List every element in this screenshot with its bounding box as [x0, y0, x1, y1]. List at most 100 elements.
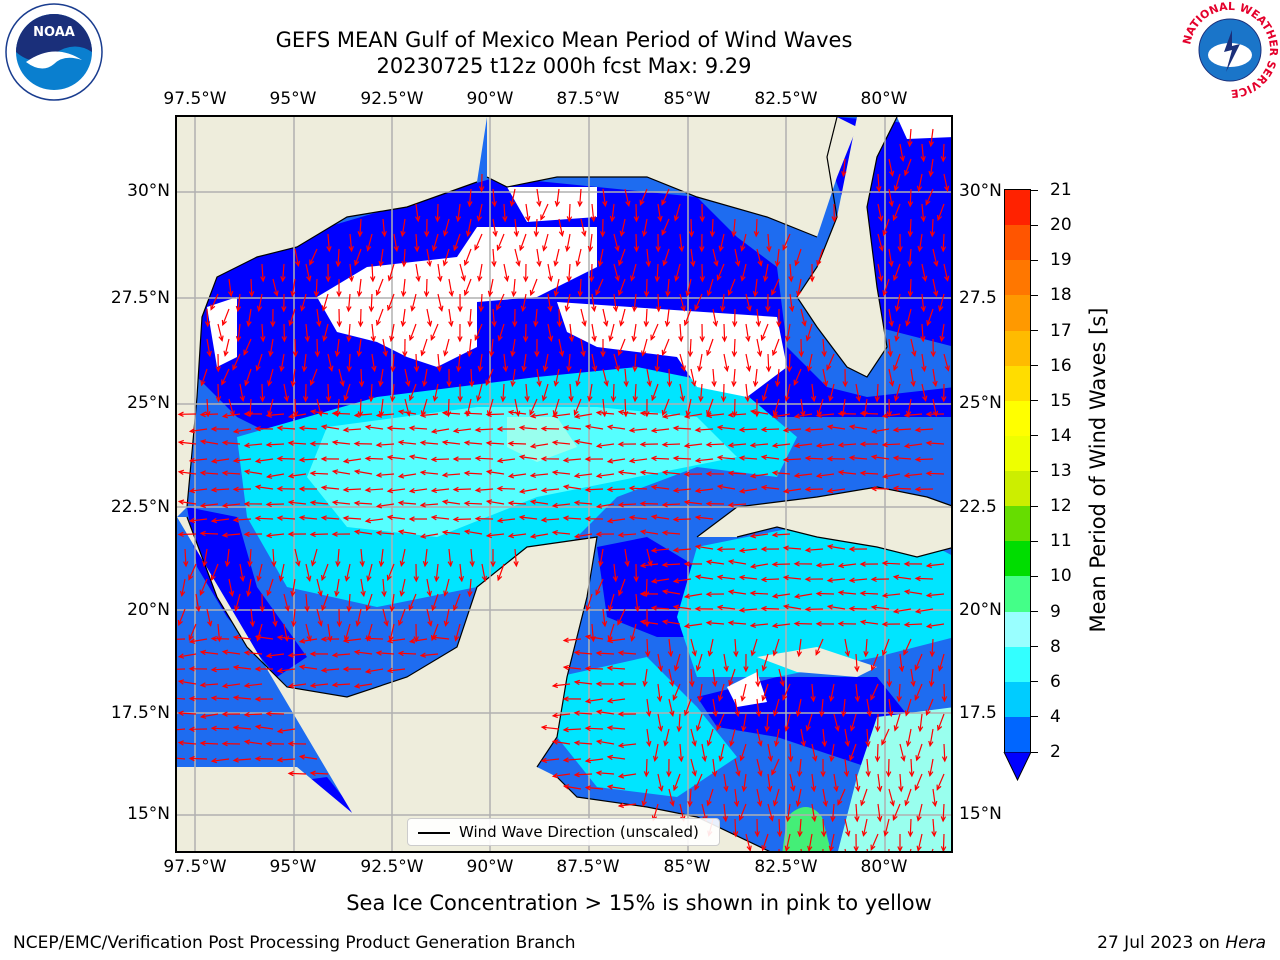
wave-direction-arrow: [542, 758, 560, 762]
wave-direction-arrowhead: [614, 245, 620, 252]
wave-direction-arrowhead: [788, 276, 794, 283]
wave-direction-arrow: [652, 607, 670, 610]
wave-direction-arrow: [179, 741, 197, 745]
wave-direction-arrow: [478, 263, 483, 281]
wave-direction-arrow: [249, 398, 252, 417]
wave-direction-arrow: [278, 668, 296, 672]
wave-direction-arrowhead: [591, 365, 598, 373]
wave-direction-arrowhead: [422, 561, 429, 568]
wave-direction-arrowhead: [353, 529, 361, 535]
wave-direction-arrow: [842, 158, 846, 176]
wave-direction-arrowhead: [859, 590, 866, 597]
wave-direction-arrowhead: [727, 470, 734, 476]
wave-direction-arrow: [762, 653, 769, 671]
wave-direction-arrowhead: [837, 562, 845, 569]
legend: Wind Wave Direction (unscaled): [407, 818, 720, 846]
wave-direction-arrow: [806, 713, 813, 731]
wave-direction-arrow: [926, 698, 934, 715]
wave-direction-arrowhead: [816, 260, 822, 267]
wave-direction-arrow: [785, 383, 791, 401]
wave-direction-arrowhead: [254, 425, 261, 432]
wave-direction-arrowhead: [771, 413, 779, 419]
wave-direction-arrowhead: [910, 680, 916, 688]
wave-direction-arrow: [376, 278, 384, 296]
wave-direction-arrowhead: [606, 486, 613, 493]
wave-direction-arrowhead: [863, 651, 869, 658]
wave-direction-arrow: [662, 398, 670, 416]
wave-direction-arrowhead: [678, 336, 684, 343]
wave-direction-arrowhead: [837, 590, 845, 596]
wave-direction-arrowhead: [503, 275, 510, 283]
wave-direction-arrowhead: [683, 623, 691, 629]
wave-direction-arrowhead: [855, 785, 861, 793]
wave-direction-arrow: [367, 233, 373, 251]
wave-direction-arrow: [811, 683, 815, 701]
wave-direction-arrow: [728, 472, 747, 475]
wave-direction-arrow: [479, 353, 483, 371]
wave-direction-arrowhead: [941, 396, 947, 403]
wave-direction-arrow: [663, 590, 681, 595]
wave-direction-arrowhead: [456, 365, 462, 373]
wave-direction-arrowhead: [784, 845, 790, 851]
wave-direction-arrow: [590, 263, 593, 282]
wave-direction-arrowhead: [522, 336, 529, 343]
wave-direction-arrow: [842, 398, 846, 416]
wave-direction-arrow: [882, 638, 890, 656]
wave-direction-arrow: [800, 398, 804, 416]
wave-direction-arrowhead: [795, 800, 802, 808]
wave-direction-arrowhead: [573, 439, 581, 445]
wave-direction-arrowhead: [382, 350, 388, 358]
wave-direction-arrow: [892, 803, 901, 820]
wave-direction-arrowhead: [188, 666, 195, 672]
wave-direction-arrowhead: [591, 335, 597, 343]
wave-direction-arrow: [465, 441, 483, 445]
wave-direction-arrowhead: [188, 487, 196, 494]
wave-direction-arrow: [641, 530, 659, 535]
wave-direction-arrow: [502, 383, 505, 402]
wave-direction-arrow: [904, 158, 912, 176]
wave-direction-arrowhead: [268, 350, 274, 358]
wave-direction-arrowhead: [573, 740, 580, 746]
wave-direction-arrowhead: [797, 770, 803, 778]
wave-direction-arrow: [348, 323, 351, 341]
wave-direction-arrowhead: [859, 470, 866, 476]
wave-direction-arrow: [772, 338, 780, 356]
wave-direction-arrowhead: [916, 185, 923, 193]
wave-direction-arrowhead: [646, 740, 652, 748]
wave-direction-arrow: [303, 353, 307, 371]
no-data-area-small: [727, 672, 767, 707]
wave-direction-arrowhead: [259, 396, 266, 403]
wave-direction-arrowhead: [415, 275, 421, 283]
wave-direction-arrowhead: [540, 757, 548, 764]
wave-direction-arrow: [544, 353, 549, 371]
wave-direction-arrowhead: [892, 814, 898, 821]
wave-direction-arrow: [201, 440, 219, 445]
wave-direction-arrowhead: [232, 486, 239, 493]
wave-direction-arrow: [432, 488, 450, 492]
wave-direction-arrowhead: [650, 578, 658, 584]
wave-direction-arrow: [212, 458, 230, 463]
wave-direction-arrowhead: [584, 757, 592, 764]
wave-direction-arrow: [745, 383, 749, 401]
wave-direction-arrowhead: [804, 486, 811, 493]
wave-direction-arrow: [740, 488, 758, 493]
wave-direction-arrowhead: [355, 620, 361, 627]
wave-direction-arrow: [256, 458, 274, 462]
wave-direction-arrow: [585, 667, 604, 670]
wave-direction-arrowhead: [820, 771, 826, 778]
wave-direction-arrow: [642, 338, 648, 356]
wave-direction-arrowhead: [234, 605, 240, 612]
wave-direction-arrow: [531, 443, 549, 448]
wave-direction-arrow: [531, 413, 549, 417]
wave-direction-arrow: [937, 203, 945, 221]
wave-direction-arrow: [177, 757, 186, 760]
wave-direction-arrow: [618, 578, 626, 596]
wave-direction-arrowhead: [625, 200, 631, 207]
wave-direction-arrow: [387, 427, 406, 430]
wave-direction-arrow: [487, 470, 505, 475]
wave-direction-arrow: [905, 698, 912, 716]
wave-direction-arrow: [179, 500, 197, 505]
wave-direction-arrow: [661, 188, 670, 205]
wave-direction-arrowhead: [554, 200, 561, 208]
colorbar-tick-label: 12: [1031, 496, 1072, 516]
